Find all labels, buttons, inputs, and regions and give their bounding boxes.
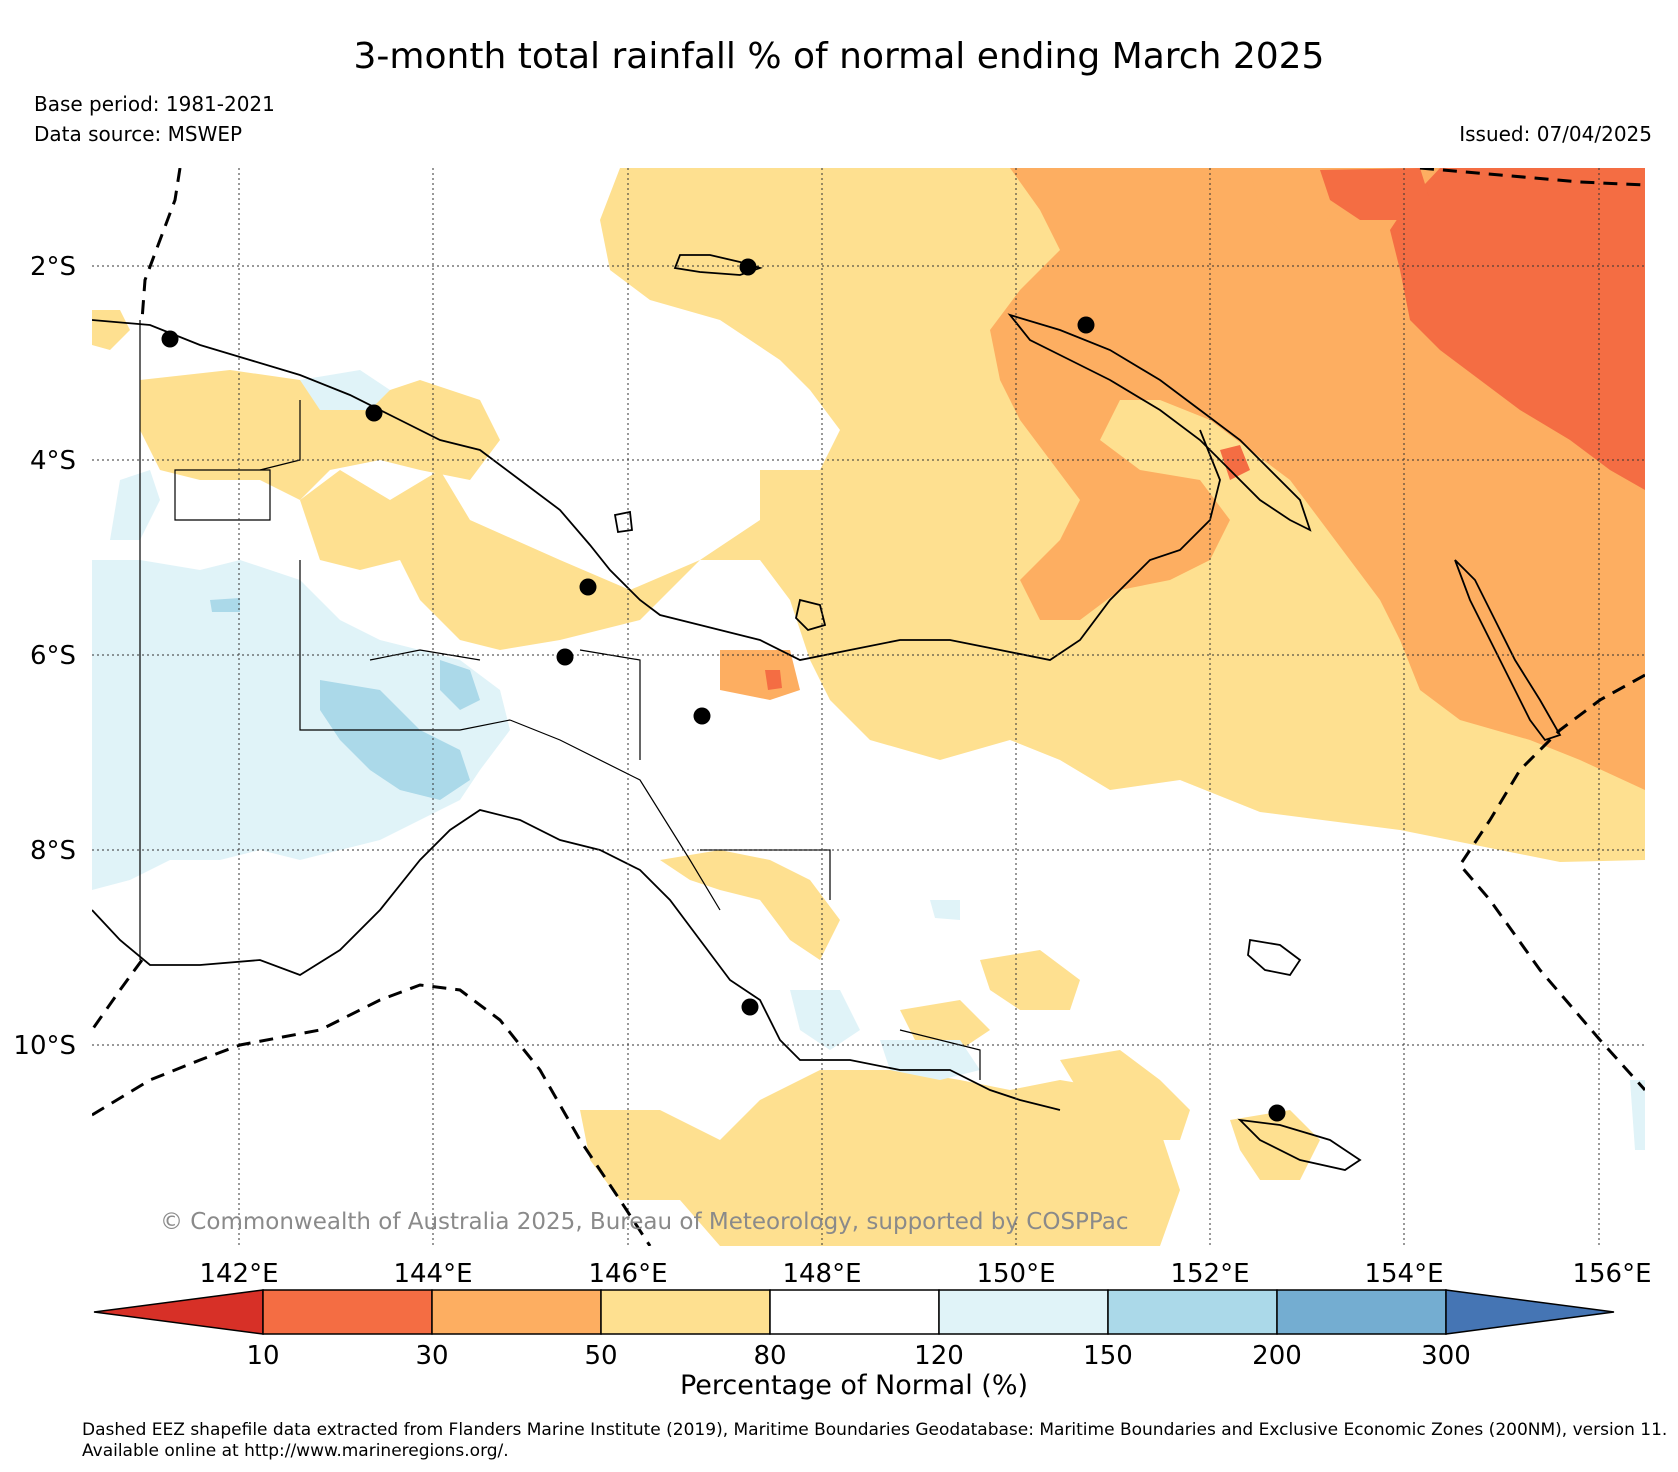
rain-zone-120-150 [110,470,160,540]
umboi-island-coast [613,510,633,534]
rain-zone-50-80 [980,950,1080,1010]
copyright-watermark: © Commonwealth of Australia 2025, Bureau… [160,1209,1129,1235]
colorbar-title: Percentage of Normal (%) [680,1370,1028,1401]
rain-zone-10-30 [1320,168,1430,220]
rain-zone-50-80 [1230,1110,1320,1180]
karkar-island-coast [795,598,827,632]
lat-label: 2°S [30,252,76,282]
lat-label: 8°S [30,836,76,866]
station-marker [556,648,574,666]
new-ireland-coast [1454,559,1562,742]
province-border [299,560,511,731]
bougainville-coast [1247,938,1302,977]
colorbar-segment [769,1289,940,1335]
colorbar-tick-label: 300 [1421,1341,1471,1371]
station-marker [1268,1104,1286,1122]
lat-label: 4°S [30,446,76,476]
lon-label: 142°E [199,1259,278,1289]
rain-zone-50-80 [660,850,840,960]
lat-label: 6°S [30,641,76,671]
lon-label: 152°E [1170,1259,1249,1289]
province-border [369,649,481,661]
rain-zone-120-150 [300,370,390,410]
rain-zone-10-30 [765,670,782,690]
station-marker [1077,316,1095,334]
eez-boundary [92,168,1645,1246]
rain-zone-30-50 [1540,660,1580,720]
colorbar-segment [600,1289,771,1335]
lon-label: 154°E [1364,1259,1443,1289]
station-marker [161,330,179,348]
new-guinea-south-coast [92,809,1061,1111]
page-title: 3-month total rainfall % of normal endin… [353,36,1325,77]
colorbar-segment [431,1289,602,1335]
colorbar-tick-label: 50 [584,1341,617,1371]
lon-label: 146°E [588,1259,667,1289]
station-marker [741,998,759,1016]
colorbar-segment [1107,1289,1278,1335]
station-markers [161,258,1286,1122]
rain-zone-120-150 [930,900,960,920]
rain-zone-50-80 [1060,1050,1190,1140]
station-marker [365,404,383,422]
province-border [579,649,641,760]
rain-zone-10-30 [1390,168,1645,490]
lon-label: 148°E [782,1259,861,1289]
lon-label: 156°E [1572,1259,1651,1289]
colorbar-tick-label: 10 [246,1341,279,1371]
colorbar-tick-label: 30 [415,1341,448,1371]
province-border [174,469,271,521]
colorbar-tick-label: 80 [753,1341,786,1371]
rain-zone-120-150 [92,560,510,890]
colorbar-segment [1276,1289,1447,1335]
colorbar: 10 30 50 80 120 150 200 300 Percentage o… [93,1289,1615,1401]
new-britain-coast [1007,313,1312,532]
colorbar-segment [938,1289,1109,1335]
fergusson-island-coast [1237,1118,1362,1171]
rain-zone-150-200 [210,598,240,612]
base-period-text: Base period: 1981-2021 [34,92,275,116]
colorbar-segment [262,1289,433,1335]
lon-label: 150°E [976,1259,1055,1289]
rain-zone-30-50 [1250,168,1340,230]
province-border [259,400,301,471]
rain-zone-50-80 [900,1000,990,1050]
rain-zone-150-200 [440,660,480,710]
rain-zone-120-150 [790,990,860,1050]
new-guinea-north-coast [92,319,1221,661]
rain-zone-50-80 [580,1070,1180,1246]
data-source-text: Data source: MSWEP [34,122,243,146]
lat-label: 10°S [13,1031,76,1061]
coastline [92,254,1562,1171]
province-border [899,1029,981,1080]
rain-zone-120-150 [1630,1080,1645,1150]
footnote-text: Dashed EEZ shapefile data extracted from… [82,1420,1668,1461]
issued-date-text: Issued: 07/04/2025 [1459,122,1652,146]
lon-label: 144°E [393,1259,472,1289]
station-marker [579,578,597,596]
longitude-labels: 142°E 144°E 146°E 148°E 150°E 152°E 154°… [199,1259,1651,1289]
colorbar-tick-label: 200 [1252,1341,1302,1371]
colorbar-tick-label: 120 [914,1341,964,1371]
station-marker [693,707,711,725]
colorbar-tick-label: 150 [1083,1341,1133,1371]
colorbar-segment-lt10 [93,1289,264,1335]
graticule [92,168,1645,1246]
colorbar-segment-gt300 [1445,1289,1615,1335]
rain-zone-50-80 [140,370,500,500]
province-border [509,719,721,911]
latitude-labels: 2°S 4°S 6°S 8°S 10°S [13,252,76,1061]
rain-zone-10-30 [1220,445,1250,480]
station-marker [739,258,757,276]
